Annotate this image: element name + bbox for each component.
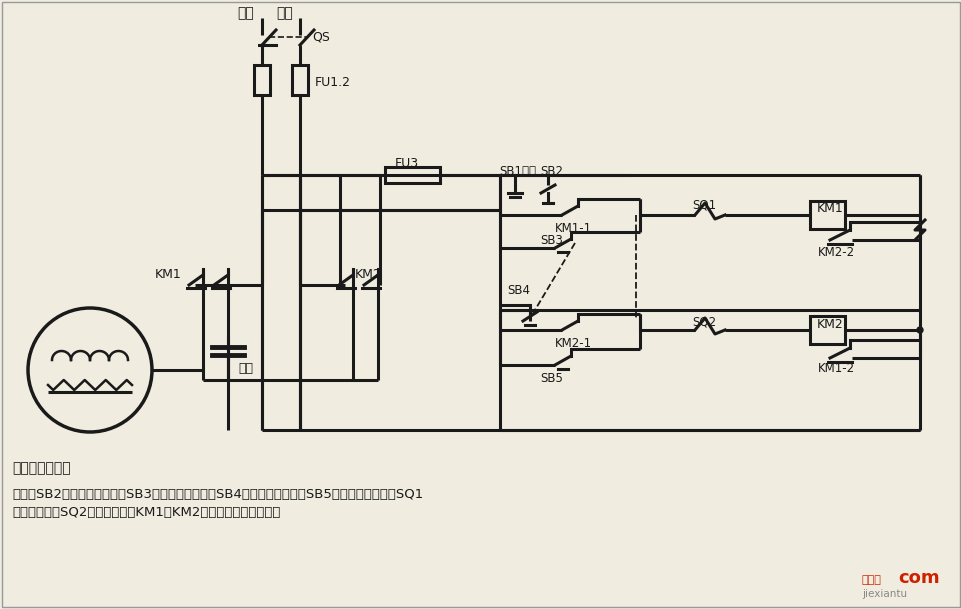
Text: KM2: KM2 [355, 267, 382, 281]
Text: KM1-1: KM1-1 [554, 222, 592, 234]
Text: com: com [897, 569, 939, 587]
Text: KM2-2: KM2-2 [817, 245, 854, 258]
Bar [292, 65, 308, 95]
Text: QS: QS [311, 30, 330, 43]
Text: SB4: SB4 [506, 284, 530, 297]
Text: 为最高限位，SQ2为最低限位。KM1、KM2可用中间继电器代替。: 为最高限位，SQ2为最低限位。KM1、KM2可用中间继电器代替。 [12, 507, 280, 519]
Text: SB5: SB5 [539, 371, 562, 384]
Text: 电容: 电容 [237, 362, 253, 375]
Text: SQ1: SQ1 [691, 199, 715, 211]
Text: SB1停止: SB1停止 [499, 164, 535, 177]
Bar [254, 65, 270, 95]
Text: SQ2: SQ2 [691, 315, 715, 328]
Text: 零线: 零线 [276, 6, 292, 20]
Text: KM1: KM1 [816, 202, 843, 214]
Text: FU1.2: FU1.2 [314, 76, 351, 88]
Text: FU3: FU3 [395, 157, 419, 169]
Bar [809, 316, 844, 344]
Text: SB3: SB3 [539, 233, 562, 247]
Text: jiexiantu: jiexiantu [861, 589, 906, 599]
Text: SB2: SB2 [539, 164, 562, 177]
Text: 火线: 火线 [236, 6, 254, 20]
Bar [809, 201, 844, 229]
Text: 接线图: 接线图 [861, 575, 881, 585]
Bar [384, 167, 439, 183]
Text: KM2: KM2 [816, 317, 843, 331]
Text: 说明：SB2为上升启动按钮，SB3为上升点动按钮，SB4为下降启动按钮，SB5为下降点动按钮；SQ1: 说明：SB2为上升启动按钮，SB3为上升点动按钮，SB4为下降启动按钮，SB5为… [12, 488, 423, 501]
Circle shape [916, 327, 922, 333]
Text: KM1: KM1 [155, 267, 182, 281]
Text: KM2-1: KM2-1 [554, 337, 592, 350]
Text: KM1-2: KM1-2 [817, 362, 854, 375]
Text: 单相电容电动机: 单相电容电动机 [12, 461, 70, 475]
